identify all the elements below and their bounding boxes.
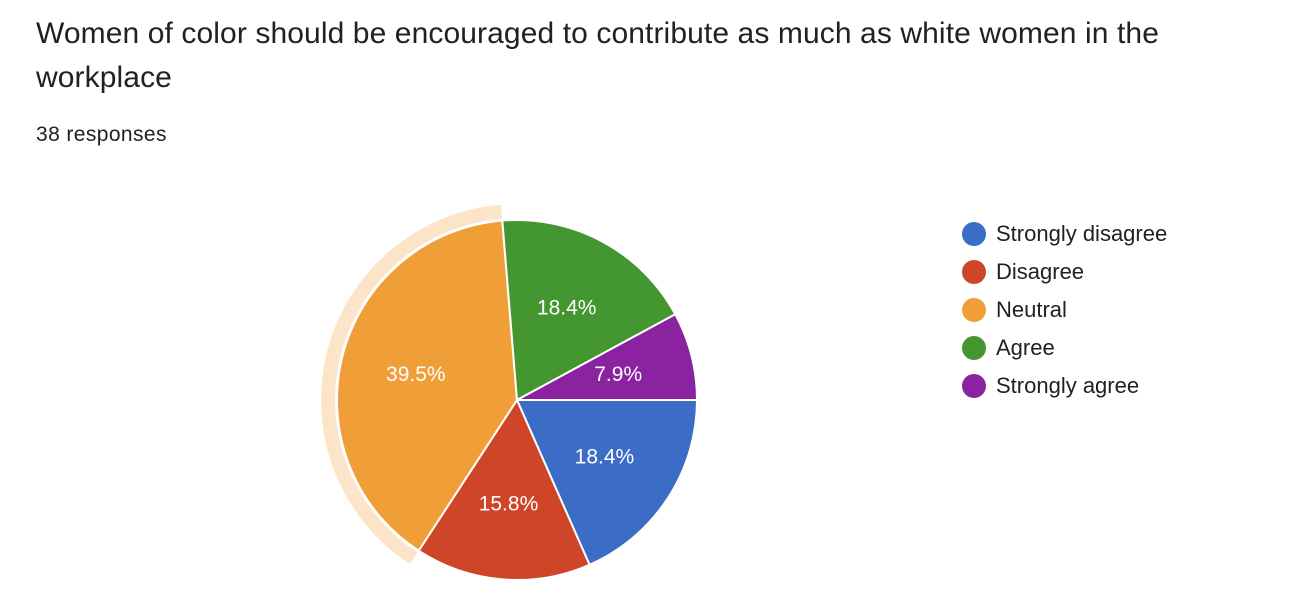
legend-label-agree: Agree — [996, 335, 1055, 360]
legend-swatch-neutral — [962, 298, 986, 322]
pie-slice-strongly-agree[interactable] — [516, 313, 698, 401]
pie-slice-label-strongly-disagree: 18.4% — [575, 446, 635, 469]
legend-label-strongly-disagree: Strongly disagree — [996, 221, 1168, 246]
pie-slice-label-neutral: 39.5% — [386, 363, 446, 386]
legend-label-strongly-agree: Strongly agree — [996, 373, 1140, 398]
legend-swatch-strongly-agree — [962, 374, 986, 398]
pie-highlight-ring-neutral — [320, 204, 503, 565]
pie-slice-disagree[interactable] — [417, 399, 591, 581]
pie-slice-label-strongly-agree: 7.9% — [594, 363, 642, 386]
legend-swatch-agree — [962, 336, 986, 360]
legend-item-strongly-agree[interactable]: Strongly agree — [962, 367, 1167, 405]
legend-label-disagree: Disagree — [996, 259, 1085, 284]
legend-label-neutral: Neutral — [996, 297, 1067, 322]
response-count: 38 responses — [36, 123, 167, 146]
pie-slice-agree[interactable] — [501, 219, 677, 401]
legend-item-disagree[interactable]: Disagree — [962, 253, 1167, 291]
legend-swatch-strongly-disagree — [962, 222, 986, 246]
legend-item-agree[interactable]: Agree — [962, 329, 1167, 367]
legend-item-neutral[interactable]: Neutral — [962, 291, 1167, 329]
pie-slice-strongly-disagree[interactable] — [516, 399, 698, 566]
question-title: Women of color should be encouraged to c… — [36, 17, 1159, 94]
legend-item-strongly-disagree[interactable]: Strongly disagree — [962, 215, 1167, 253]
pie-slice-label-disagree: 15.8% — [479, 493, 539, 516]
legend-swatch-disagree — [962, 260, 986, 284]
pie-slice-label-agree: 18.4% — [537, 297, 597, 320]
chart-legend: Strongly disagree Disagree Neutral Agree Str… — [962, 215, 1167, 405]
pie-slice-neutral[interactable] — [336, 219, 518, 552]
